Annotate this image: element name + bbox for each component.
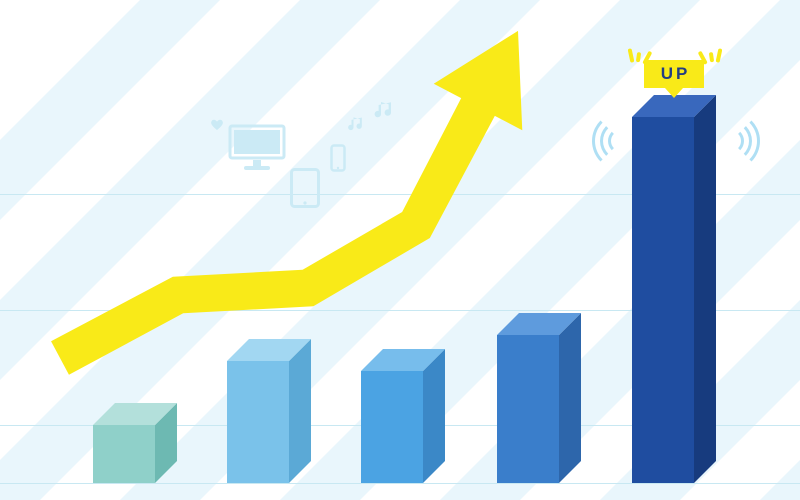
up-badge: UP — [644, 60, 704, 88]
chart-canvas: UP — [0, 0, 800, 500]
bar — [497, 335, 581, 483]
bar — [227, 361, 311, 483]
bar — [93, 425, 177, 483]
bar — [632, 117, 716, 483]
bar — [361, 371, 445, 483]
